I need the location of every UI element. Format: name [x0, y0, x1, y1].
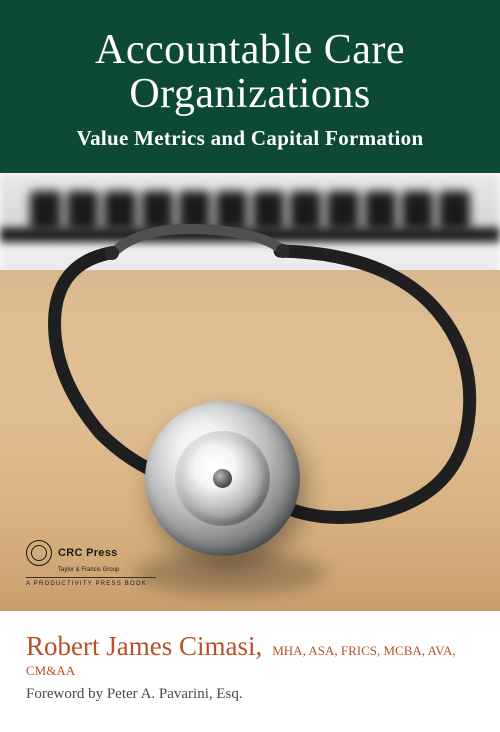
- crc-logo-icon: [26, 540, 52, 566]
- book-cover: Accountable Care Organizations Value Met…: [0, 0, 500, 732]
- header-block: Accountable Care Organizations Value Met…: [0, 0, 500, 173]
- footer-block: Robert James Cimasi, MHA, ASA, FRICS, MC…: [0, 611, 500, 727]
- publisher-brand: CRC Press: [58, 547, 118, 559]
- publisher-imprint: A PRODUCTIVITY PRESS BOOK: [26, 581, 156, 587]
- title-line-2: Organizations: [129, 71, 370, 117]
- book-title: Accountable Care Organizations: [20, 28, 480, 116]
- publisher-logo: CRC Press Taylor & Francis Group A PRODU…: [26, 540, 156, 587]
- cover-photo: CRC Press Taylor & Francis Group A PRODU…: [0, 173, 500, 611]
- title-line-1: Accountable Care: [95, 27, 405, 73]
- publisher-tagline: Taylor & Francis Group: [58, 567, 156, 573]
- author-name: Robert James Cimasi,: [26, 631, 262, 661]
- book-subtitle: Value Metrics and Capital Formation: [20, 126, 480, 151]
- foreword-credit: Foreword by Peter A. Pavarini, Esq.: [26, 686, 474, 703]
- stethoscope-chestpiece: [145, 401, 300, 556]
